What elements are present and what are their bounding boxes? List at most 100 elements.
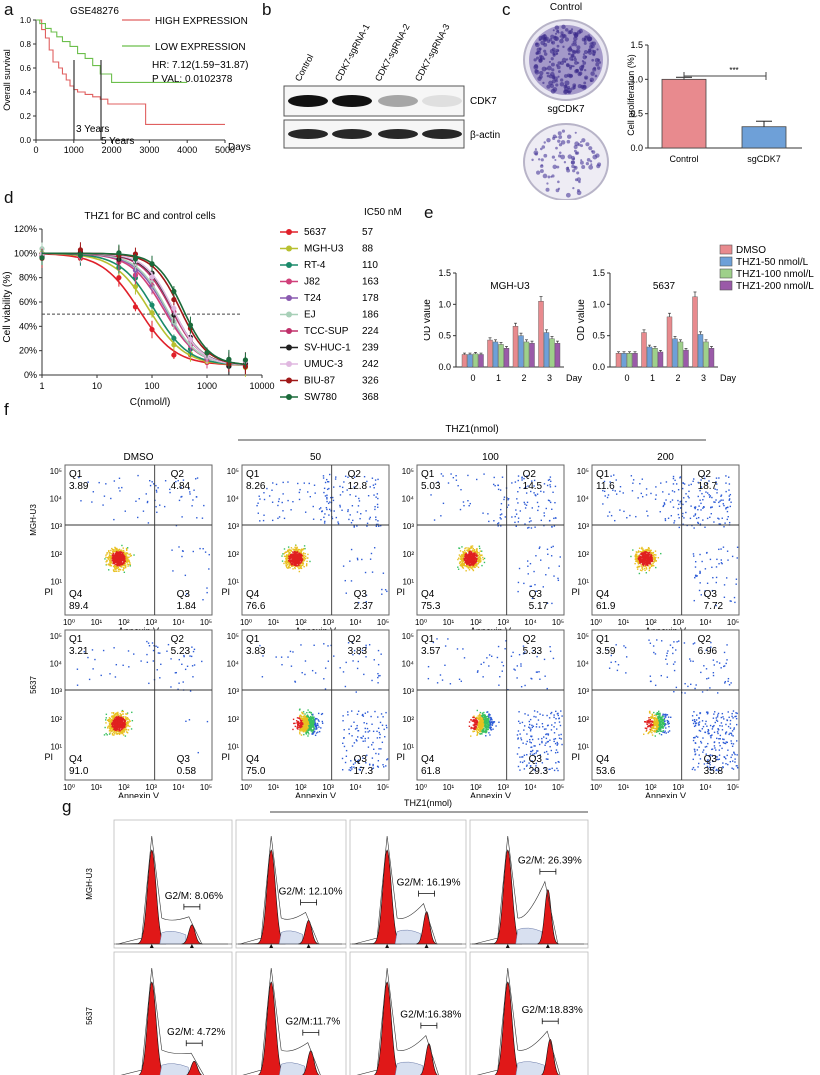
g2m-peak xyxy=(420,1043,438,1075)
x-tick-label: 10⁵ xyxy=(377,618,389,627)
g2m-percentage: G2/M:11.7% xyxy=(285,1017,340,1028)
x-tick-label: 10⁵ xyxy=(377,783,389,792)
y-tick-label: 10² xyxy=(50,550,62,559)
x-tick-label: 10⁰ xyxy=(63,618,75,627)
panel-letter-g: g xyxy=(62,797,72,816)
annexin-axis-label: Annexin V xyxy=(470,791,511,798)
legend-ic50: 163 xyxy=(362,277,379,288)
legend-ic50: 110 xyxy=(362,260,378,271)
panel-letter-e: e xyxy=(424,203,434,222)
legend-label: THZ1-100 nmol/L xyxy=(736,269,814,280)
y-tick-label: 10¹ xyxy=(50,577,62,586)
y-tick-label: 10¹ xyxy=(577,577,589,586)
od-bar xyxy=(672,338,678,368)
survival-ylabel: Overall survival xyxy=(2,49,12,111)
legend-label: THZ1-200 nmol/L xyxy=(736,281,814,292)
quadrant-value-q1: 3.83 xyxy=(246,646,266,657)
day-tick-label: 3 xyxy=(701,373,706,383)
quadrant-value-q4: 53.6 xyxy=(596,766,616,777)
x-tick-label: 1000 xyxy=(197,381,217,391)
legend-cell-line: J82 xyxy=(304,277,321,288)
y-tick-label: 1.5 xyxy=(438,268,451,278)
od-bar xyxy=(677,341,684,368)
x-tick-label: 10⁵ xyxy=(727,618,739,627)
viability-curve xyxy=(42,252,246,366)
y-tick-label: 1.0 xyxy=(20,16,32,25)
pi-axis-label: PI xyxy=(396,587,405,597)
y-tick-label: 10⁴ xyxy=(577,495,590,504)
od-bar xyxy=(703,341,709,368)
actin-band xyxy=(288,129,328,139)
western-blot: Control CDK7-sgRNA-1 CDK7-sgRNA-2 CDK7-s… xyxy=(283,22,500,149)
quadrant-name: Q2 xyxy=(523,634,537,645)
s-phase-area xyxy=(278,930,303,945)
od-bar xyxy=(523,341,530,368)
viability-curve xyxy=(42,252,246,366)
viability-point xyxy=(149,261,155,267)
viability-xlabel: C(nmol/l) xyxy=(130,397,171,408)
s-phase-area xyxy=(279,1062,306,1075)
viability-curve xyxy=(41,253,246,366)
quadrant-name: Q2 xyxy=(348,634,362,645)
actin-band-label: β-actin xyxy=(470,130,500,141)
od-bar xyxy=(666,316,673,368)
viability-chart: THZ1 for BC and control cells Cell viabi… xyxy=(2,207,402,408)
quadrant-name: Q1 xyxy=(246,469,260,480)
annexin-axis-label: Annexin V xyxy=(295,791,336,798)
quadrant-value-q4: 75.0 xyxy=(246,766,266,777)
od-bar xyxy=(492,341,499,368)
x-tick-label: 10⁴ xyxy=(172,618,185,627)
bar-category-label: Control xyxy=(669,154,698,164)
panel-letter-b: b xyxy=(262,0,272,19)
od-bar xyxy=(478,354,484,368)
g2m-percentage: G2/M:18.83% xyxy=(522,1005,583,1016)
g2m-percentage: G2/M: 4.72% xyxy=(167,1027,225,1038)
cycle-treatment-label: THZ1(nmol) xyxy=(404,798,452,808)
legend-cell-line: RT-4 xyxy=(304,260,326,271)
cell-cycle-histogram: G2/M:11.7% xyxy=(235,951,347,1075)
quadrant-value-q2: 5.33 xyxy=(523,646,543,657)
quadrant-value-q4: 61.8 xyxy=(421,766,441,777)
hazard-ratio: HR: 7.12(1.59−31.87) xyxy=(152,60,248,71)
blot-bands xyxy=(288,95,462,139)
x-tick-label: 10² xyxy=(118,618,130,627)
od-bar xyxy=(615,353,622,368)
panel-letter-d: d xyxy=(4,188,14,207)
flow-column-label: 200 xyxy=(657,452,674,463)
y-tick-label: 10³ xyxy=(402,687,414,696)
day-tick-label: 1 xyxy=(496,373,501,383)
y-tick-label: 10⁴ xyxy=(50,660,63,669)
x-tick-label: 10⁴ xyxy=(172,783,185,792)
s-phase-area xyxy=(159,1063,189,1075)
x-tick-label: 10¹ xyxy=(443,618,455,627)
quadrant-value-q3: 17.3 xyxy=(354,766,374,777)
five-year-label: 5 Years xyxy=(101,136,134,147)
legend-marker xyxy=(286,229,292,235)
x-tick-label: 10³ xyxy=(497,783,509,792)
viability-curve xyxy=(42,252,246,366)
y-tick-label: 10¹ xyxy=(577,742,589,751)
annexin-axis-label: Annexin V xyxy=(118,791,159,798)
control-dish-label: Control xyxy=(550,2,582,13)
quadrant-value-q3: 1.84 xyxy=(177,601,197,612)
y-tick-label: 10² xyxy=(50,715,62,724)
quadrant-value-q1: 8.26 xyxy=(246,481,266,492)
quadrant-name: Q1 xyxy=(69,469,83,480)
legend-marker xyxy=(286,394,292,400)
quadrant-name: Q3 xyxy=(704,589,718,600)
legend-cell-line: SV-HUC-1 xyxy=(304,343,351,354)
od-bar xyxy=(652,347,658,368)
legend-ic50: 239 xyxy=(362,343,379,354)
viability-point xyxy=(171,335,177,341)
y-tick-label: 120% xyxy=(14,224,37,234)
viability-curve xyxy=(41,252,246,366)
flow-row-label: MGH-U3 xyxy=(29,504,38,536)
y-tick-label: 0.8 xyxy=(20,40,32,49)
y-tick-label: 10⁵ xyxy=(402,632,414,641)
cdk7-band xyxy=(378,95,418,107)
quadrant-value-q4: 75.3 xyxy=(421,601,441,612)
flow-cytometry: THZ1(nmol) DMSO 50 100 200Q13.89Q24.84Q489.… xyxy=(29,424,740,798)
x-tick-label: 1 xyxy=(39,381,44,391)
